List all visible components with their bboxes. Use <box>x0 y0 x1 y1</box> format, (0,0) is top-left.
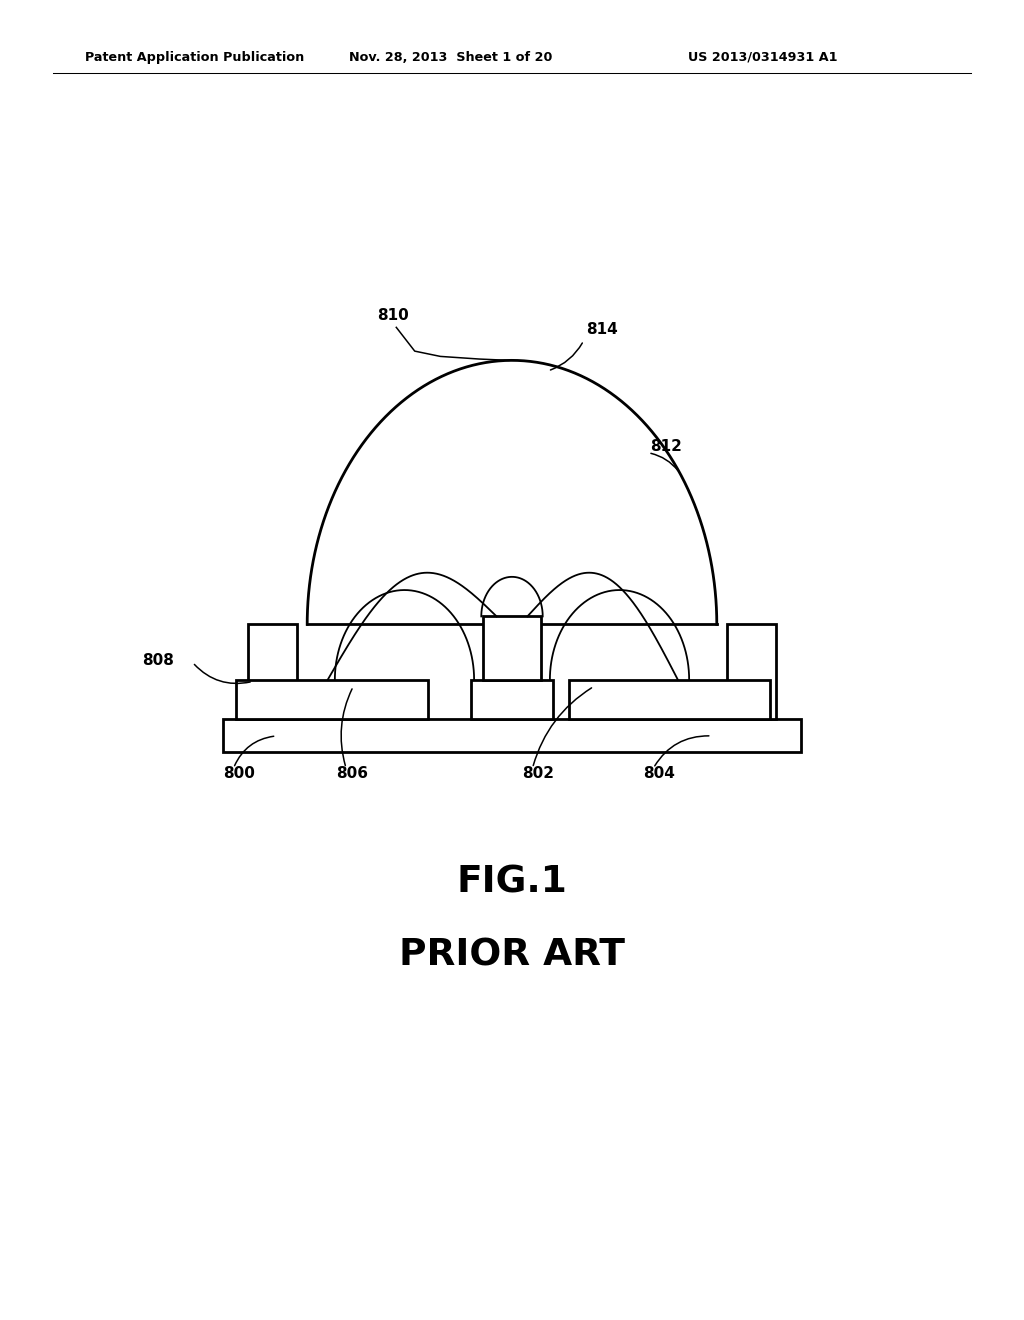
Bar <box>569 680 770 719</box>
Bar <box>236 680 428 719</box>
Text: Nov. 28, 2013  Sheet 1 of 20: Nov. 28, 2013 Sheet 1 of 20 <box>349 51 552 63</box>
Text: Patent Application Publication: Patent Application Publication <box>85 51 304 63</box>
Text: 810: 810 <box>377 309 410 323</box>
Bar <box>223 719 801 752</box>
Bar <box>727 624 776 719</box>
Text: FIG.1: FIG.1 <box>457 865 567 900</box>
Bar <box>248 624 297 719</box>
Bar <box>483 616 541 680</box>
Text: 806: 806 <box>336 766 368 780</box>
Text: 804: 804 <box>643 766 675 780</box>
Text: 800: 800 <box>223 766 255 780</box>
Text: 802: 802 <box>522 766 554 780</box>
Text: 812: 812 <box>650 438 682 454</box>
Text: 814: 814 <box>586 322 617 337</box>
Text: 808: 808 <box>142 653 174 668</box>
Text: PRIOR ART: PRIOR ART <box>399 937 625 973</box>
Bar <box>471 680 553 719</box>
Text: US 2013/0314931 A1: US 2013/0314931 A1 <box>688 51 838 63</box>
